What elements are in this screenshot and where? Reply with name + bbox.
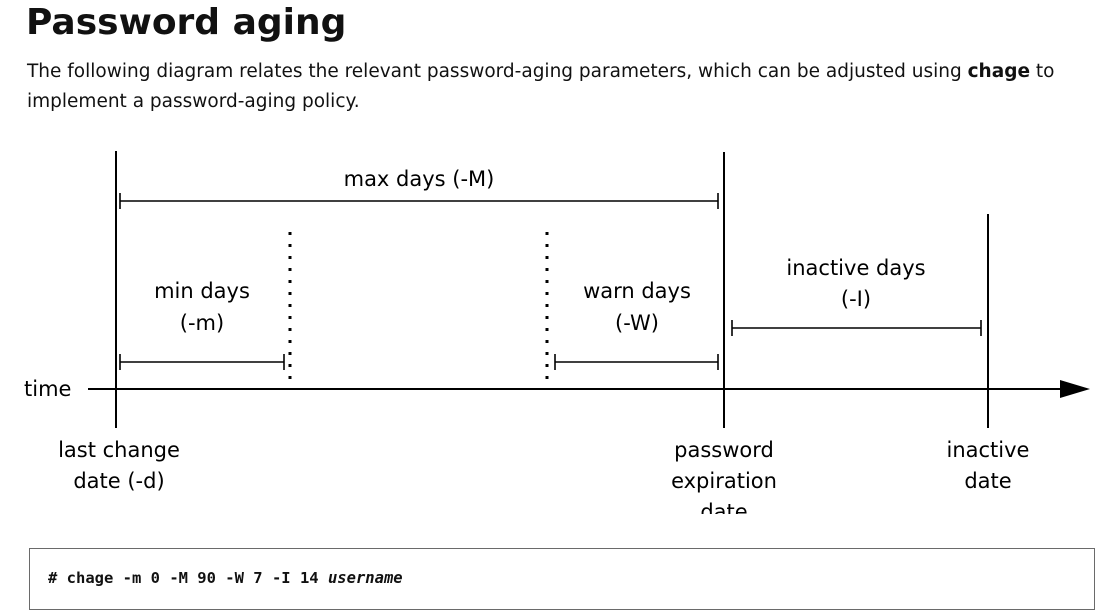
last-change-label-line1: last change — [58, 438, 180, 462]
intro-paragraph: The following diagram relates the releva… — [27, 57, 1087, 117]
min-days-label-line1: min days — [154, 279, 250, 303]
intro-text-before: The following diagram relates the releva… — [27, 61, 968, 82]
code-argument: username — [327, 569, 403, 587]
password-aging-diagram: time max days (-M) min days (-m) warn da… — [24, 151, 1090, 514]
page-title: Password aging — [26, 2, 347, 43]
code-example-box: # chage -m 0 -M 90 -W 7 -I 14 username — [29, 548, 1095, 610]
intro-text-after: to implement a password-aging policy. — [27, 61, 1055, 112]
warn-days-label-line2: (-W) — [615, 311, 659, 335]
code-command: # chage -m 0 -M 90 -W 7 -I 14 — [48, 569, 328, 587]
expiration-label-line1: password — [674, 438, 774, 462]
expiration-label-line3: date — [700, 500, 747, 514]
max-days-label: max days (-M) — [344, 167, 495, 191]
warn-days-label-line1: warn days — [583, 279, 691, 303]
time-label: time — [24, 377, 71, 401]
inactive-date-label-line1: inactive — [947, 438, 1030, 462]
last-change-label-line2: date (-d) — [73, 469, 164, 493]
inactive-days-label-line2: (-I) — [841, 287, 871, 311]
time-axis-arrowhead — [1060, 380, 1090, 398]
code-example-text: # chage -m 0 -M 90 -W 7 -I 14 username — [48, 569, 403, 587]
intro-command: chage — [967, 61, 1030, 82]
inactive-date-label-line2: date — [964, 469, 1011, 493]
inactive-days-label-line1: inactive days — [786, 256, 925, 280]
expiration-label-line2: expiration — [671, 469, 777, 493]
min-days-label-line2: (-m) — [180, 311, 224, 335]
